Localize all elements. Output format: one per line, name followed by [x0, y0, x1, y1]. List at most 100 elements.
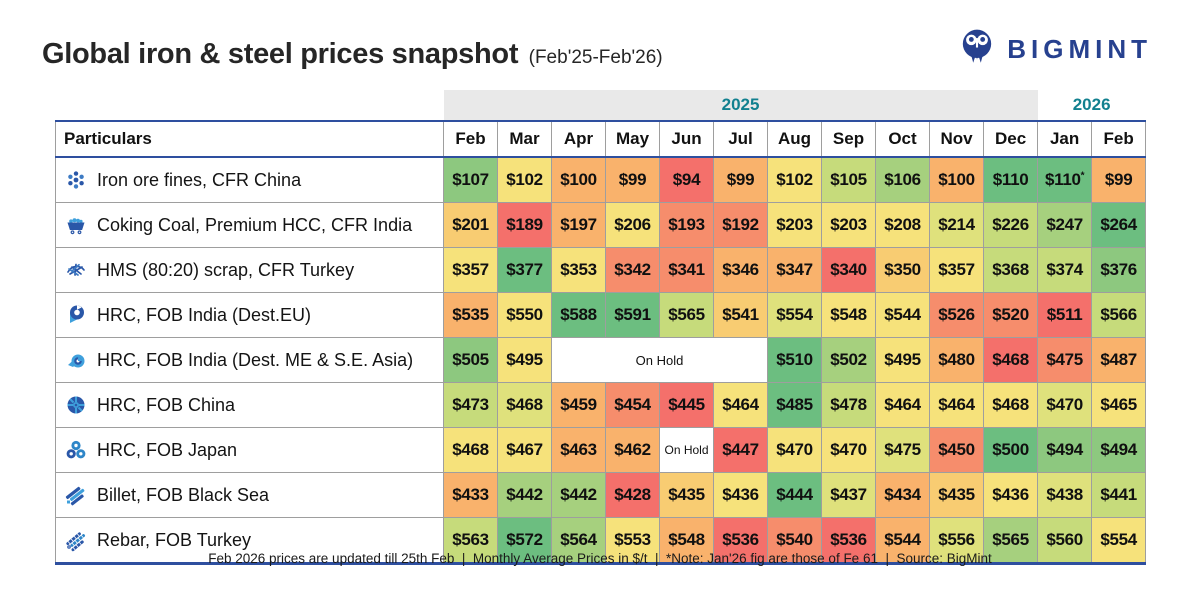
table-row: HRC, FOB Japan $468 $467 $463 $462 On Hold $44… [55, 427, 1147, 473]
price-cell: $437 [821, 472, 876, 518]
scrap-icon [63, 258, 88, 283]
price-cell: $560 [1037, 517, 1093, 565]
price-cell: $554 [767, 292, 822, 338]
price-cell: $470 [821, 427, 876, 473]
price-cell: $201 [443, 202, 498, 248]
month-header-3-may: May [605, 120, 660, 158]
price-cell: $197 [551, 202, 606, 248]
price-cell: $340 [821, 247, 876, 293]
year-label-2026: 2026 [1037, 90, 1146, 122]
price-cell: $480 [929, 337, 984, 383]
price-cell: $544 [875, 292, 930, 338]
table-row: HRC, FOB India (Dest.EU) $535 $550 $588 $591… [55, 292, 1147, 338]
iron-ore-icon [63, 168, 88, 193]
price-cell: $264 [1091, 202, 1147, 248]
price-cell: $435 [929, 472, 984, 518]
price-cell: $464 [713, 382, 768, 428]
billet-icon [63, 483, 88, 508]
coal-cart-icon [63, 213, 88, 238]
on-hold-cell: On Hold [551, 337, 768, 383]
price-cell: $102 [497, 156, 552, 203]
price-cell: $203 [767, 202, 822, 248]
price-cell: $99 [713, 156, 768, 203]
row-label: Rebar, FOB Turkey [55, 517, 444, 565]
price-cell: $436 [982, 472, 1039, 518]
price-cell: $206 [605, 202, 660, 248]
price-cell: $494 [1091, 427, 1147, 473]
price-cell: $553 [605, 517, 660, 565]
price-cell: $436 [713, 472, 768, 518]
month-header-10-dec: Dec [982, 120, 1039, 158]
month-header-11-jan: Jan [1037, 120, 1093, 158]
price-cell: $478 [821, 382, 876, 428]
price-cell: $435 [659, 472, 714, 518]
price-cell: $487 [1091, 337, 1147, 383]
price-cell: $564 [551, 517, 606, 565]
month-header-8-oct: Oct [875, 120, 930, 158]
row-label: HRC, FOB China [55, 382, 444, 428]
price-cell: $193 [659, 202, 714, 248]
price-cell: $473 [443, 382, 498, 428]
price-cell: $470 [1037, 382, 1093, 428]
month-header-6-aug: Aug [767, 120, 822, 158]
price-cell: $459 [551, 382, 606, 428]
table-row: Coking Coal, Premium HCC, CFR India $201 $… [55, 202, 1147, 248]
price-cell: $445 [659, 382, 714, 428]
table-row: HRC, FOB India (Dest. ME & S.E. Asia) $50… [55, 337, 1147, 383]
price-cell: $468 [982, 337, 1039, 383]
row-label-text: Iron ore fines, CFR China [97, 169, 302, 190]
price-cell: $495 [875, 337, 930, 383]
table-row: HRC, FOB China $473 $468 $459 $454 $445 $464 $4… [55, 382, 1147, 428]
price-cell: $475 [1037, 337, 1093, 383]
prices-table-wrap: 2025 2026 Particulars Feb Mar Apr May Jun Jul Aug… [55, 90, 1147, 565]
price-cell: $442 [497, 472, 552, 518]
row-label-text: HRC, FOB Japan [97, 439, 238, 460]
price-cell: $541 [713, 292, 768, 338]
row-label: Iron ore fines, CFR China [55, 156, 444, 203]
price-cell: $214 [929, 202, 984, 248]
price-cell: $550 [497, 292, 552, 338]
price-cell: $548 [821, 292, 876, 338]
month-header-7-sep: Sep [821, 120, 876, 158]
row-label-text: HRC, FOB India (Dest. ME & S.E. Asia) [97, 349, 414, 370]
prices-table: 2025 2026 Particulars Feb Mar Apr May Jun Jul Aug… [55, 90, 1147, 565]
row-label-text: HMS (80:20) scrap, CFR Turkey [97, 259, 355, 280]
price-cell: $102 [767, 156, 822, 203]
price-cell: $554 [1091, 517, 1147, 565]
price-cell: $99 [605, 156, 660, 203]
price-cell: $226 [982, 202, 1039, 248]
price-cell: $526 [929, 292, 984, 338]
price-cell: $450 [929, 427, 984, 473]
price-cell: $357 [443, 247, 498, 293]
three-coils-icon [63, 438, 88, 463]
price-cell: $377 [497, 247, 552, 293]
price-cell: $433 [443, 472, 498, 518]
price-cell: $505 [443, 337, 498, 383]
year-band-spacer [55, 90, 444, 122]
price-cell: $494 [1037, 427, 1093, 473]
price-cell: $350 [875, 247, 930, 293]
price-cell: $563 [443, 517, 498, 565]
price-cell: $464 [875, 382, 930, 428]
price-cell: $346 [713, 247, 768, 293]
month-header-9-nov: Nov [929, 120, 984, 158]
rebar-icon [63, 528, 88, 553]
price-cell: $438 [1037, 472, 1093, 518]
price-cell: $353 [551, 247, 606, 293]
price-cell: $510 [767, 337, 822, 383]
price-cell: $591 [605, 292, 660, 338]
price-cell: $556 [929, 517, 984, 565]
price-cell: $100 [929, 156, 984, 203]
price-cell: $94 [659, 156, 714, 203]
month-header-5-jul: Jul [713, 120, 768, 158]
price-cell: $548 [659, 517, 714, 565]
price-cell: $565 [659, 292, 714, 338]
price-cell: $511 [1037, 292, 1093, 338]
table-row: Billet, FOB Black Sea $433 $442 $442 $428 $43… [55, 472, 1147, 518]
price-cell: $203 [821, 202, 876, 248]
price-cell: $208 [875, 202, 930, 248]
bigmint-logo: BIGMINT [956, 26, 1152, 73]
price-cell: $447 [713, 427, 768, 473]
price-cell: $565 [982, 517, 1039, 565]
price-cell: $374 [1037, 247, 1093, 293]
